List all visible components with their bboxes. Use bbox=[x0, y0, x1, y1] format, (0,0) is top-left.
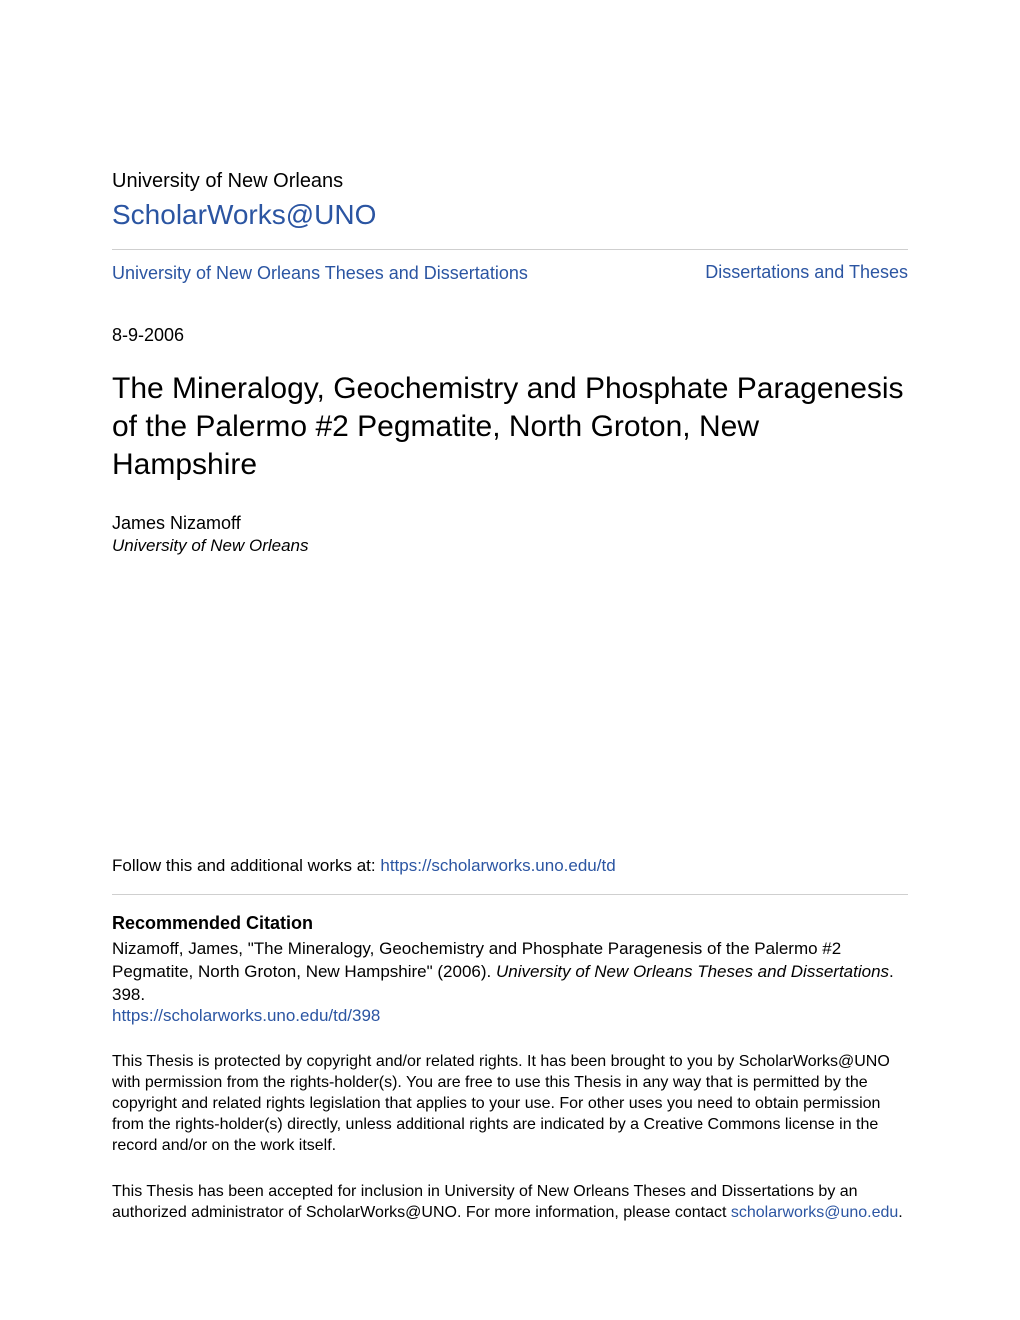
collection-link-left[interactable]: University of New Orleans Theses and Dis… bbox=[112, 263, 528, 283]
repository-link[interactable]: ScholarWorks@UNO bbox=[112, 199, 376, 230]
institution-label: University of New Orleans bbox=[112, 170, 908, 193]
collection-link-right[interactable]: Dissertations and Theses bbox=[705, 262, 908, 282]
author-name: James Nizamoff bbox=[112, 513, 908, 534]
publication-date: 8-9-2006 bbox=[112, 325, 908, 346]
follow-works: Follow this and additional works at: htt… bbox=[112, 856, 908, 876]
divider-bottom bbox=[112, 894, 908, 895]
recommended-citation-heading: Recommended Citation bbox=[112, 913, 908, 934]
copyright-p2-after: . bbox=[898, 1204, 902, 1221]
repository-name: ScholarWorks@UNO bbox=[112, 199, 908, 231]
citation-permalink: https://scholarworks.uno.edu/td/398 bbox=[112, 1006, 908, 1026]
citation-permalink-link[interactable]: https://scholarworks.uno.edu/td/398 bbox=[112, 1006, 380, 1025]
document-title: The Mineralogy, Geochemistry and Phospha… bbox=[112, 370, 908, 485]
recommended-citation-text: Nizamoff, James, "The Mineralogy, Geoche… bbox=[112, 938, 908, 1007]
divider-top bbox=[112, 249, 908, 250]
document-page: University of New Orleans ScholarWorks@U… bbox=[0, 0, 1020, 1320]
breadcrumb: University of New Orleans Theses and Dis… bbox=[112, 262, 908, 285]
author-block: James Nizamoff University of New Orleans bbox=[112, 513, 908, 556]
author-affiliation: University of New Orleans bbox=[112, 536, 908, 556]
follow-prefix: Follow this and additional works at: bbox=[112, 856, 380, 875]
contact-email-link[interactable]: scholarworks@uno.edu bbox=[731, 1204, 898, 1221]
copyright-paragraph-1: This Thesis is protected by copyright an… bbox=[112, 1052, 908, 1156]
follow-link[interactable]: https://scholarworks.uno.edu/td bbox=[380, 856, 615, 875]
copyright-paragraph-2: This Thesis has been accepted for inclus… bbox=[112, 1182, 908, 1224]
citation-series-title: University of New Orleans Theses and Dis… bbox=[496, 962, 889, 981]
